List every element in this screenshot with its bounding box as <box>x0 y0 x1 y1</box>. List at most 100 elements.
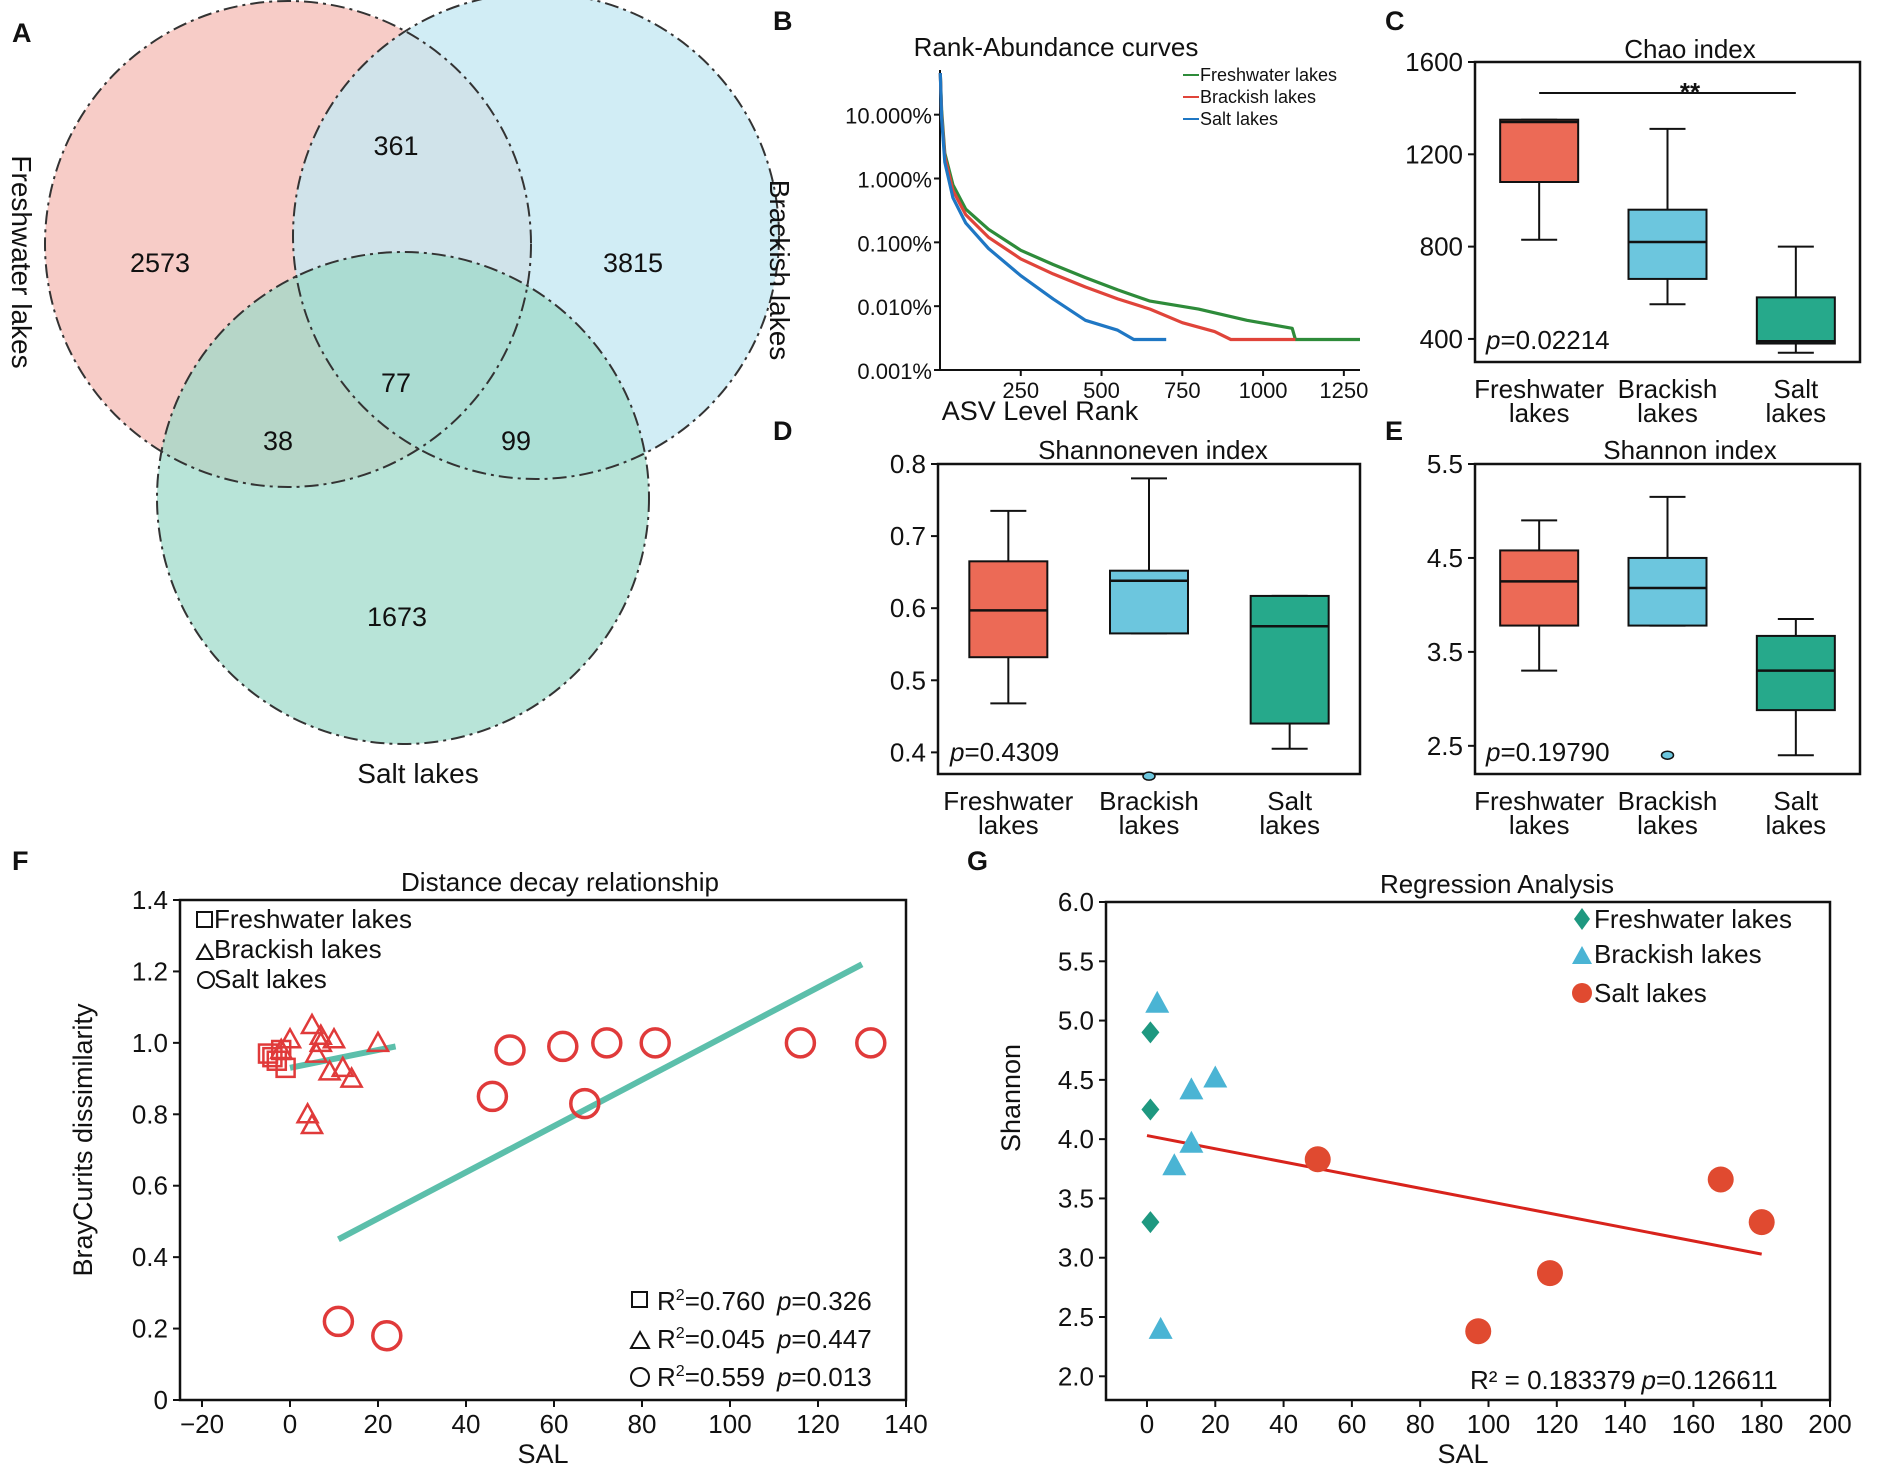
chart-f-x-tick-label: 0 <box>283 1409 297 1439</box>
chart-b-x-tick-label: 500 <box>1083 378 1120 403</box>
chart-d-box-salt <box>1249 594 1330 725</box>
chart-g-xlabel: SAL <box>1437 1439 1488 1469</box>
chart-g-plot: 2.0 2.5 3.0 3.5 4.0 4.5 5.0 5.5 6.0 0 20 40 60 80 100 1… <box>1058 887 1852 1439</box>
legend-g-diamond-icon <box>1574 908 1590 930</box>
chart-f-y-tick-label: 0.2 <box>132 1314 168 1344</box>
chart-c-x-label-freshwater-line2: lakes <box>1509 398 1570 428</box>
chart-f-plot: 0 0.2 0.4 0.6 0.8 1.0 1.2 1.4 −20 0 20 40 60 80 100 120… <box>132 885 928 1439</box>
chart-e-x-label-freshwater-line2: lakes <box>1509 810 1570 840</box>
chart-f-point-brackish <box>299 1112 325 1135</box>
chart-g-x-tick-label: 40 <box>1269 1409 1298 1439</box>
chart-c-x-label-freshwater: Freshwater <box>1474 374 1604 404</box>
venn-count-salt-only: 1673 <box>367 602 427 632</box>
panel-label-c: C <box>1385 6 1405 36</box>
chart-e-x-label-salt: Salt <box>1773 786 1819 816</box>
chart-b-x-tick-label: 750 <box>1164 378 1201 403</box>
chart-f-y-tick-label: 1.4 <box>132 885 168 915</box>
venn-label-salt: Salt lakes <box>357 758 478 789</box>
chart-f-stats: R2=0.760 p=0.326 R2=0.045 p=0.447 R2=0.559… <box>629 1286 872 1392</box>
chart-f-point-salt <box>547 1030 579 1063</box>
chart-g-x-tick-label: 80 <box>1406 1409 1435 1439</box>
chart-g-x-tick-label: 100 <box>1467 1409 1510 1439</box>
chart-g-point-salt <box>1748 1209 1775 1236</box>
chart-d-y-tick-label: 0.7 <box>890 521 926 551</box>
chart-c-box-freshwater <box>1499 118 1580 183</box>
stats-f-r-label: R <box>657 1362 676 1392</box>
chart-g-point-salt <box>1304 1146 1331 1173</box>
chart-f-point-salt <box>639 1027 671 1059</box>
stats-f-r-sup: 2 <box>676 1325 685 1342</box>
chart-g-y-tick-label: 5.5 <box>1058 946 1094 976</box>
legend-f-square-icon <box>196 911 213 928</box>
legend-f-salt: Salt lakes <box>214 964 327 994</box>
venn-count-fresh-brackish: 361 <box>373 131 418 161</box>
chart-f-point-brackish <box>277 1026 303 1049</box>
chart-c-box-brackish <box>1627 208 1708 280</box>
chart-b-title: Rank-Abundance curves <box>914 32 1199 62</box>
chart-b-x-tick-label: 250 <box>1002 378 1039 403</box>
chart-d-plot: 0.40.50.60.70.8FreshwaterlakesBrackishla… <box>890 449 1362 840</box>
chart-c-x-label-brackish: Brackish <box>1618 374 1718 404</box>
chart-f-point-brackish <box>339 1065 364 1088</box>
legend-g-triangle-icon <box>1572 946 1592 964</box>
chart-f-point-salt <box>855 1027 887 1059</box>
chart-d-x-label-freshwater-line2: lakes <box>978 810 1039 840</box>
chart-d-y-tick-label: 0.5 <box>890 665 926 695</box>
chart-b-y-tick-label: 0.001% <box>857 359 932 384</box>
stats-f-r-sup: 2 <box>676 1287 685 1304</box>
chart-c-y-tick-label: 400 <box>1420 324 1463 354</box>
chart-f-x-tick-label: 20 <box>364 1409 393 1439</box>
chart-g-point-brackish <box>1179 1130 1204 1153</box>
stats-f-p-label: p <box>776 1362 791 1392</box>
chart-f-point-salt <box>591 1027 623 1059</box>
chart-g-x-tick-label: 200 <box>1808 1409 1851 1439</box>
chart-c-p-value: =0.02214 <box>1500 325 1609 355</box>
chart-f-x-tick-label: 120 <box>796 1409 839 1439</box>
chart-e-y-tick-label: 2.5 <box>1427 731 1463 761</box>
chart-f-ylabel: BrayCurits dissimilarity <box>68 1003 98 1277</box>
stats-f-p-brackish: =0.447 <box>791 1324 871 1354</box>
stats-f-r2-salt: 0.559 <box>700 1362 765 1392</box>
chart-f-title: Distance decay relationship <box>401 867 719 897</box>
venn-count-brackish-salt: 99 <box>501 426 531 456</box>
legend-f-circle-icon <box>197 971 215 989</box>
chart-e-box-freshwater <box>1499 549 1580 627</box>
chart-d-pvalue: p=0.4309 <box>949 737 1059 767</box>
stats-f-r-sup: 2 <box>676 1363 685 1380</box>
stats-f-r-label: R <box>657 1286 676 1316</box>
chart-f-x-tick-label: 60 <box>540 1409 569 1439</box>
chart-g-point-freshwater <box>1141 1211 1160 1234</box>
chart-f-point-salt <box>476 1080 509 1113</box>
chart-f-point-brackish <box>365 1030 391 1053</box>
legend-b-brackish: Brackish lakes <box>1200 87 1316 107</box>
venn-count-fresh-salt: 38 <box>263 426 293 456</box>
chart-d-outlier <box>1142 771 1156 781</box>
chart-f-legend: Freshwater lakes Brackish lakes Salt lak… <box>195 904 412 994</box>
stats-f-row-freshwater: R2=0.760 p=0.326 <box>657 1286 872 1316</box>
chart-f-y-tick-label: 1.0 <box>132 1028 168 1058</box>
stats-f-r-label: R <box>657 1324 676 1354</box>
chart-g-ylabel: Shannon <box>996 1044 1026 1152</box>
legend-g-circle-icon <box>1572 983 1592 1003</box>
chart-g-point-brackish <box>1145 990 1170 1013</box>
chart-e-outlier <box>1660 750 1675 760</box>
chart-f-xlabel: SAL <box>517 1439 568 1469</box>
chart-e-y-tick-label: 5.5 <box>1427 449 1463 479</box>
stats-f-p-freshwater: =0.326 <box>791 1286 871 1316</box>
chart-f-point-salt <box>569 1087 601 1120</box>
chart-d-y-tick-label: 0.8 <box>890 449 926 479</box>
chart-g-point-brackish <box>1179 1077 1204 1100</box>
chart-c-y-tick-label: 1600 <box>1405 47 1463 77</box>
chart-d-x-label-salt-line2: lakes <box>1259 810 1320 840</box>
chart-g-y-tick-label: 2.0 <box>1058 1361 1094 1391</box>
stats-f-p-salt: =0.013 <box>791 1362 871 1392</box>
chart-g-fit-line <box>1146 1134 1762 1256</box>
venn-count-fresh-only: 2573 <box>130 248 190 278</box>
legend-g-brackish: Brackish lakes <box>1594 939 1762 969</box>
chart-d-x-label-brackish: Brackish <box>1099 786 1199 816</box>
panel-label-b: B <box>773 6 793 36</box>
chart-f-point-brackish <box>299 1012 325 1035</box>
chart-e-box-brackish <box>1627 556 1708 627</box>
chart-f-point-salt <box>371 1319 403 1352</box>
